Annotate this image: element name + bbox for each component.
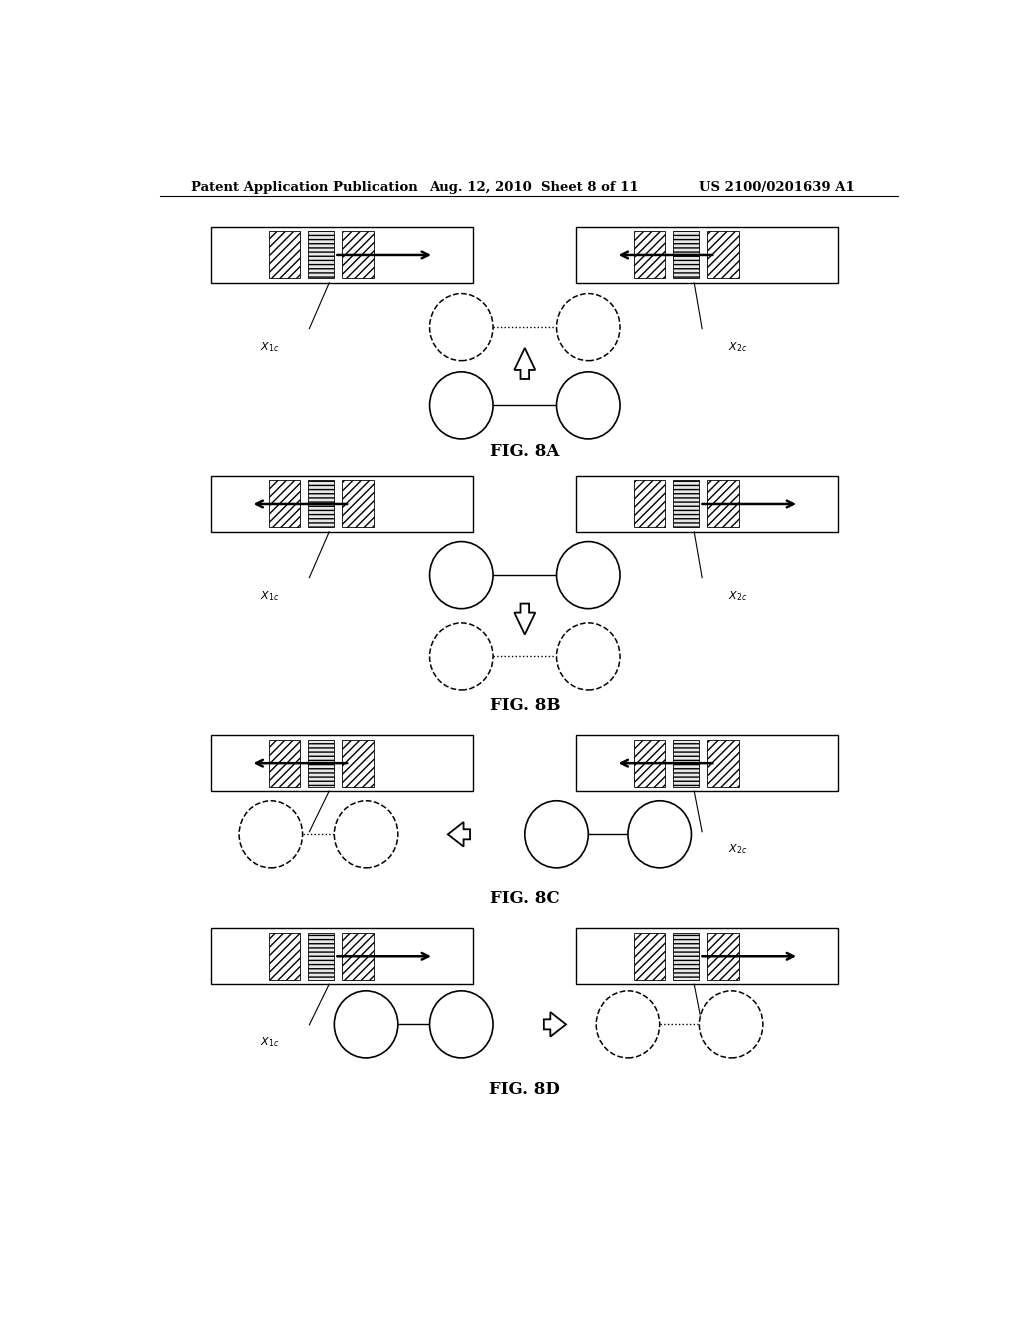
Bar — [674, 231, 699, 279]
Bar — [634, 480, 666, 528]
Bar — [308, 480, 335, 528]
Bar — [211, 735, 473, 791]
Bar — [308, 231, 335, 279]
Bar — [634, 933, 666, 979]
Bar — [708, 480, 738, 528]
Bar — [211, 477, 473, 532]
Bar — [269, 739, 300, 787]
Text: Patent Application Publication: Patent Application Publication — [191, 181, 418, 194]
Ellipse shape — [430, 991, 494, 1057]
Ellipse shape — [430, 623, 494, 690]
Bar — [342, 933, 374, 979]
Bar — [708, 933, 738, 979]
Bar — [634, 231, 666, 279]
Bar — [342, 231, 374, 279]
Bar — [634, 739, 666, 787]
Text: FIG. 8A: FIG. 8A — [490, 444, 559, 459]
Text: $X_{1c}$: $X_{1c}$ — [260, 589, 280, 603]
Ellipse shape — [557, 372, 621, 440]
Bar — [577, 227, 839, 282]
Text: $X_{1c}$: $X_{1c}$ — [260, 842, 280, 855]
Ellipse shape — [430, 372, 494, 440]
Bar — [269, 933, 300, 979]
FancyArrow shape — [514, 603, 536, 635]
FancyArrow shape — [544, 1012, 566, 1036]
Ellipse shape — [334, 801, 397, 867]
Ellipse shape — [557, 541, 621, 609]
Ellipse shape — [239, 801, 303, 867]
Ellipse shape — [525, 801, 589, 867]
Bar — [342, 739, 374, 787]
Bar — [577, 477, 839, 532]
FancyArrow shape — [514, 348, 536, 379]
Text: US 2100/0201639 A1: US 2100/0201639 A1 — [699, 181, 855, 194]
Text: $X_{2c}$: $X_{2c}$ — [728, 1035, 748, 1049]
Text: $X_{1c}$: $X_{1c}$ — [260, 1035, 280, 1049]
Bar — [674, 480, 699, 528]
Ellipse shape — [557, 623, 621, 690]
Bar — [308, 739, 335, 787]
Text: Aug. 12, 2010  Sheet 8 of 11: Aug. 12, 2010 Sheet 8 of 11 — [430, 181, 639, 194]
Bar — [674, 933, 699, 979]
Ellipse shape — [430, 541, 494, 609]
Ellipse shape — [628, 801, 691, 867]
Bar — [708, 231, 738, 279]
Bar — [308, 933, 335, 979]
Text: FIG. 8B: FIG. 8B — [489, 697, 560, 714]
Bar — [577, 928, 839, 985]
Bar — [342, 480, 374, 528]
FancyArrow shape — [447, 822, 470, 846]
Text: FIG. 8C: FIG. 8C — [490, 890, 559, 907]
Bar — [577, 735, 839, 791]
Bar — [269, 480, 300, 528]
Ellipse shape — [334, 991, 397, 1057]
Text: $X_{2c}$: $X_{2c}$ — [728, 589, 748, 603]
Bar — [211, 928, 473, 985]
Bar — [674, 739, 699, 787]
Ellipse shape — [699, 991, 763, 1057]
Text: $X_{2c}$: $X_{2c}$ — [728, 842, 748, 855]
Ellipse shape — [557, 293, 621, 360]
Bar — [269, 231, 300, 279]
Ellipse shape — [596, 991, 659, 1057]
Text: $X_{2c}$: $X_{2c}$ — [728, 339, 748, 354]
Ellipse shape — [430, 293, 494, 360]
Bar — [708, 739, 738, 787]
Bar — [211, 227, 473, 282]
Text: $X_{1c}$: $X_{1c}$ — [260, 339, 280, 354]
Text: FIG. 8D: FIG. 8D — [489, 1081, 560, 1098]
